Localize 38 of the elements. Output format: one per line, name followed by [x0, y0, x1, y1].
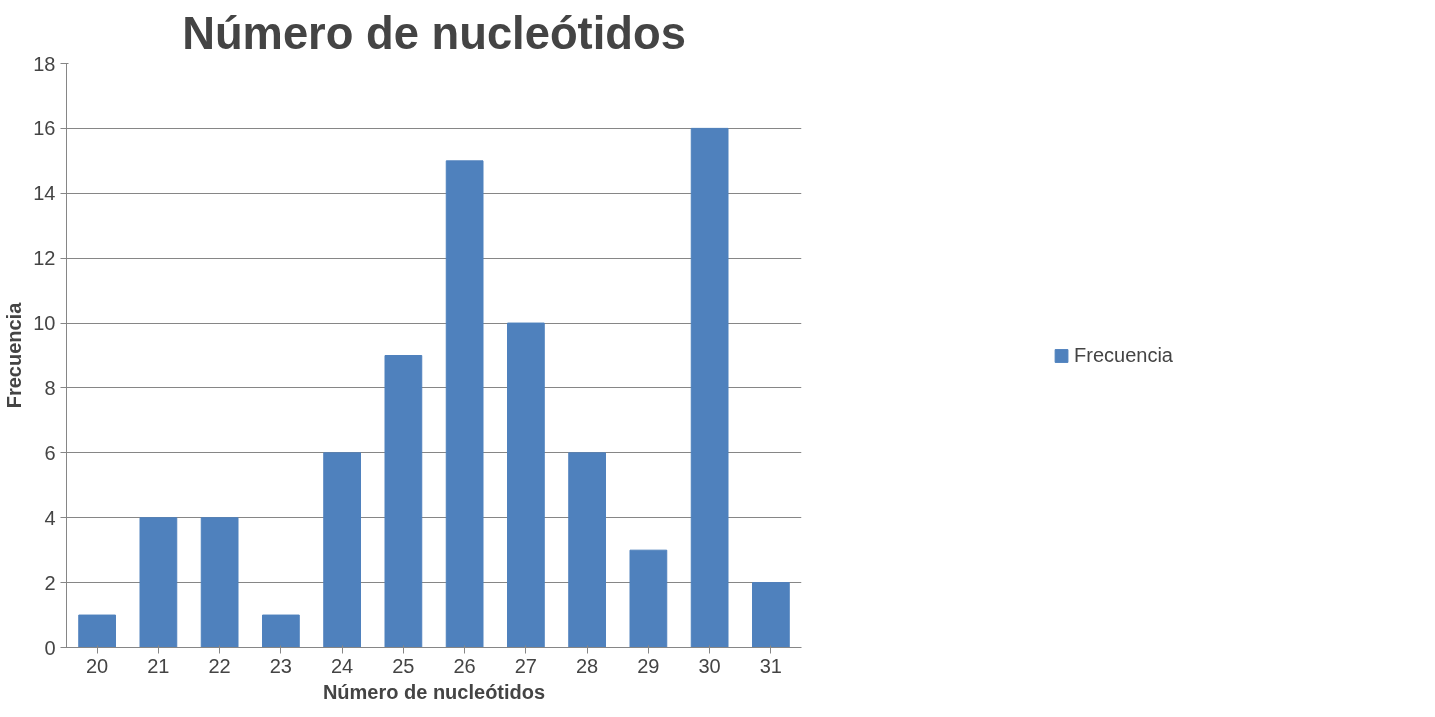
- x-tick-label: 28: [576, 654, 599, 677]
- y-tick-label: 4: [44, 506, 56, 529]
- bar: [445, 160, 484, 648]
- y-tick-label: 2: [44, 571, 56, 594]
- bar: [568, 452, 606, 648]
- bar: [384, 355, 423, 648]
- x-tick-label: 25: [392, 654, 415, 677]
- y-axis-title: Frecuencia: [3, 301, 26, 409]
- y-tick-label: 10: [33, 312, 56, 335]
- x-tick-label: 21: [147, 654, 170, 677]
- x-tick-label: 26: [453, 654, 476, 677]
- bar: [507, 322, 545, 648]
- x-tick-label: 20: [86, 654, 109, 677]
- x-tick-label: 30: [698, 654, 721, 677]
- bar: [139, 517, 178, 648]
- x-tick-label: 22: [208, 654, 231, 677]
- bar: [752, 582, 790, 648]
- x-axis-title: Número de nucleótidos: [322, 680, 546, 703]
- y-tick-label: 18: [33, 52, 56, 75]
- bar: [78, 614, 116, 648]
- bar: [323, 452, 361, 648]
- y-tick-label: 16: [33, 117, 56, 140]
- bar: [200, 517, 239, 648]
- x-tick-label: 29: [637, 654, 660, 677]
- bar: [629, 549, 668, 648]
- y-tick-label: 0: [44, 636, 56, 659]
- bar: [262, 614, 300, 648]
- legend-label: Frecuencia: [1074, 343, 1173, 367]
- x-tick-label: 24: [331, 654, 354, 677]
- x-tick-label: 31: [759, 654, 782, 677]
- x-tick-label: 27: [514, 654, 537, 677]
- y-tick-label: 8: [44, 376, 56, 399]
- y-tick-label: 14: [33, 182, 56, 205]
- x-tick-label: 23: [269, 654, 292, 677]
- bar: [690, 127, 729, 648]
- y-tick-label: 12: [33, 247, 56, 270]
- y-tick-label: 6: [44, 441, 56, 464]
- chart-title: Número de nucleótidos: [182, 7, 686, 59]
